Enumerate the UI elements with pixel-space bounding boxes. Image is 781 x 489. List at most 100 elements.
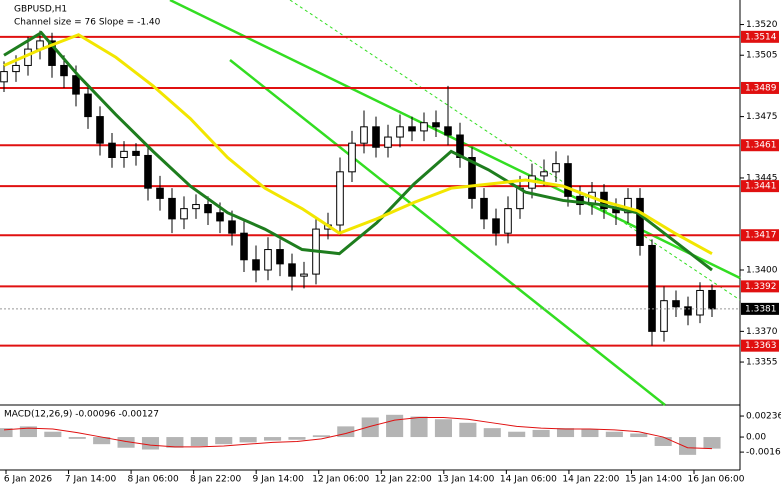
- candle-body: [420, 122, 428, 132]
- x-tick-label: 8 Jan 22:00: [190, 475, 242, 485]
- candle-body: [168, 197, 176, 220]
- level-label: 1.3392: [745, 282, 777, 292]
- candle-body: [708, 289, 716, 310]
- macd-bar: [630, 433, 648, 438]
- y-tick-label: 1.3475: [746, 112, 778, 122]
- candle-body: [396, 126, 404, 138]
- level-label: 1.3417: [745, 231, 777, 241]
- macd-signal: [3, 416, 713, 450]
- current-price-label: 1.3381: [745, 304, 777, 314]
- candle-body: [648, 244, 656, 332]
- candle-body: [624, 197, 632, 214]
- candle-body: [696, 289, 704, 316]
- macd-bar: [141, 437, 160, 450]
- level-label: 1.3363: [745, 341, 777, 351]
- x-tick-label: 15 Jan 14:00: [625, 475, 682, 485]
- macd-bar: [410, 416, 428, 438]
- candle-body: [492, 218, 500, 234]
- candle-body: [228, 220, 236, 234]
- macd-bar: [581, 429, 599, 438]
- candle-body: [276, 249, 284, 265]
- candle-body: [48, 40, 56, 66]
- macd-bar: [556, 428, 575, 438]
- macd-bar: [288, 437, 306, 440]
- channel-line: [169, 0, 741, 280]
- candle-body: [60, 64, 68, 77]
- level-label-box: [741, 229, 779, 242]
- macd-bar: [703, 437, 721, 449]
- macd-bar: [361, 417, 379, 438]
- macd-label: MACD(12,26,9) -0.00096 -0.00127: [4, 410, 159, 420]
- macd-bar: [337, 426, 355, 438]
- channel-line: [229, 59, 666, 406]
- x-tick-label: 12 Jan 22:00: [375, 475, 432, 485]
- candle-body: [408, 126, 416, 132]
- y-tick-label: 1.3445: [746, 173, 778, 183]
- candle-body: [144, 154, 152, 189]
- candle-body: [504, 208, 512, 234]
- chart-title: GBPUSD,H1: [14, 5, 67, 15]
- candle-body: [288, 263, 296, 277]
- x-tick-label: 14 Jan 06:00: [500, 475, 557, 485]
- moving-average: [3, 30, 713, 272]
- macd-bar: [190, 437, 208, 446]
- macd-bar: [215, 437, 233, 445]
- macd-bar: [117, 437, 135, 448]
- y-tick-label: 1.3400: [746, 266, 778, 276]
- macd-bar: [239, 437, 257, 443]
- macd-bar: [679, 437, 697, 455]
- candle-body: [252, 259, 260, 271]
- macd-bar: [654, 437, 672, 446]
- x-tick-label: 7 Jan 14:00: [65, 475, 117, 485]
- candle-body: [180, 208, 188, 220]
- candle-body: [240, 232, 248, 261]
- level-label-box: [741, 339, 779, 352]
- candle-body: [636, 197, 644, 246]
- level-label-box: [741, 139, 779, 152]
- moving-average: [3, 33, 713, 255]
- candle-body: [120, 150, 128, 158]
- candle-body: [360, 126, 368, 144]
- candle-body: [132, 150, 140, 156]
- candle-body: [540, 171, 548, 177]
- y-tick-label: 1.3520: [746, 20, 778, 30]
- x-tick-label: 6 Jan 2026: [4, 475, 52, 485]
- candle-body: [0, 71, 8, 83]
- candle-body: [444, 126, 452, 136]
- macd-y-tick-label: 0.00: [746, 433, 766, 443]
- macd-bar: [483, 428, 501, 438]
- candle-body: [564, 163, 572, 197]
- x-tick-label: 14 Jan 22:00: [562, 475, 619, 485]
- x-tick-label: 8 Jan 06:00: [127, 475, 179, 485]
- chart-subtitle: Channel size = 76 Slope = -1.40: [14, 18, 161, 28]
- level-label-box: [741, 180, 779, 193]
- y-tick-label: 1.3370: [746, 327, 778, 337]
- level-label: 1.3441: [745, 182, 777, 192]
- candle-body: [300, 273, 308, 277]
- macd-bar: [0, 428, 13, 438]
- candle-body: [84, 93, 92, 118]
- x-tick-label: 16 Jan 06:00: [688, 475, 745, 485]
- channel-mid-line: [289, 0, 741, 301]
- macd-y-tick-label: -0.00169: [746, 448, 781, 458]
- candle-body: [684, 306, 692, 316]
- macd-bar: [19, 426, 37, 438]
- candle-body: [192, 204, 200, 210]
- candle-body: [216, 212, 224, 222]
- macd-bar: [68, 437, 86, 439]
- macd-bar: [166, 437, 184, 448]
- candle-body: [576, 195, 584, 206]
- macd-y-tick-label: 0.00236: [746, 412, 781, 422]
- candle-body: [264, 249, 272, 271]
- y-tick-label: 1.3355: [746, 358, 778, 368]
- candle-body: [108, 142, 116, 159]
- candle-body: [456, 134, 464, 158]
- candle-body: [348, 142, 356, 173]
- level-label: 1.3514: [745, 32, 777, 42]
- current-price-box: [741, 302, 779, 315]
- x-tick-label: 13 Jan 14:00: [437, 475, 494, 485]
- macd-bar: [532, 429, 550, 438]
- candle-body: [432, 122, 440, 128]
